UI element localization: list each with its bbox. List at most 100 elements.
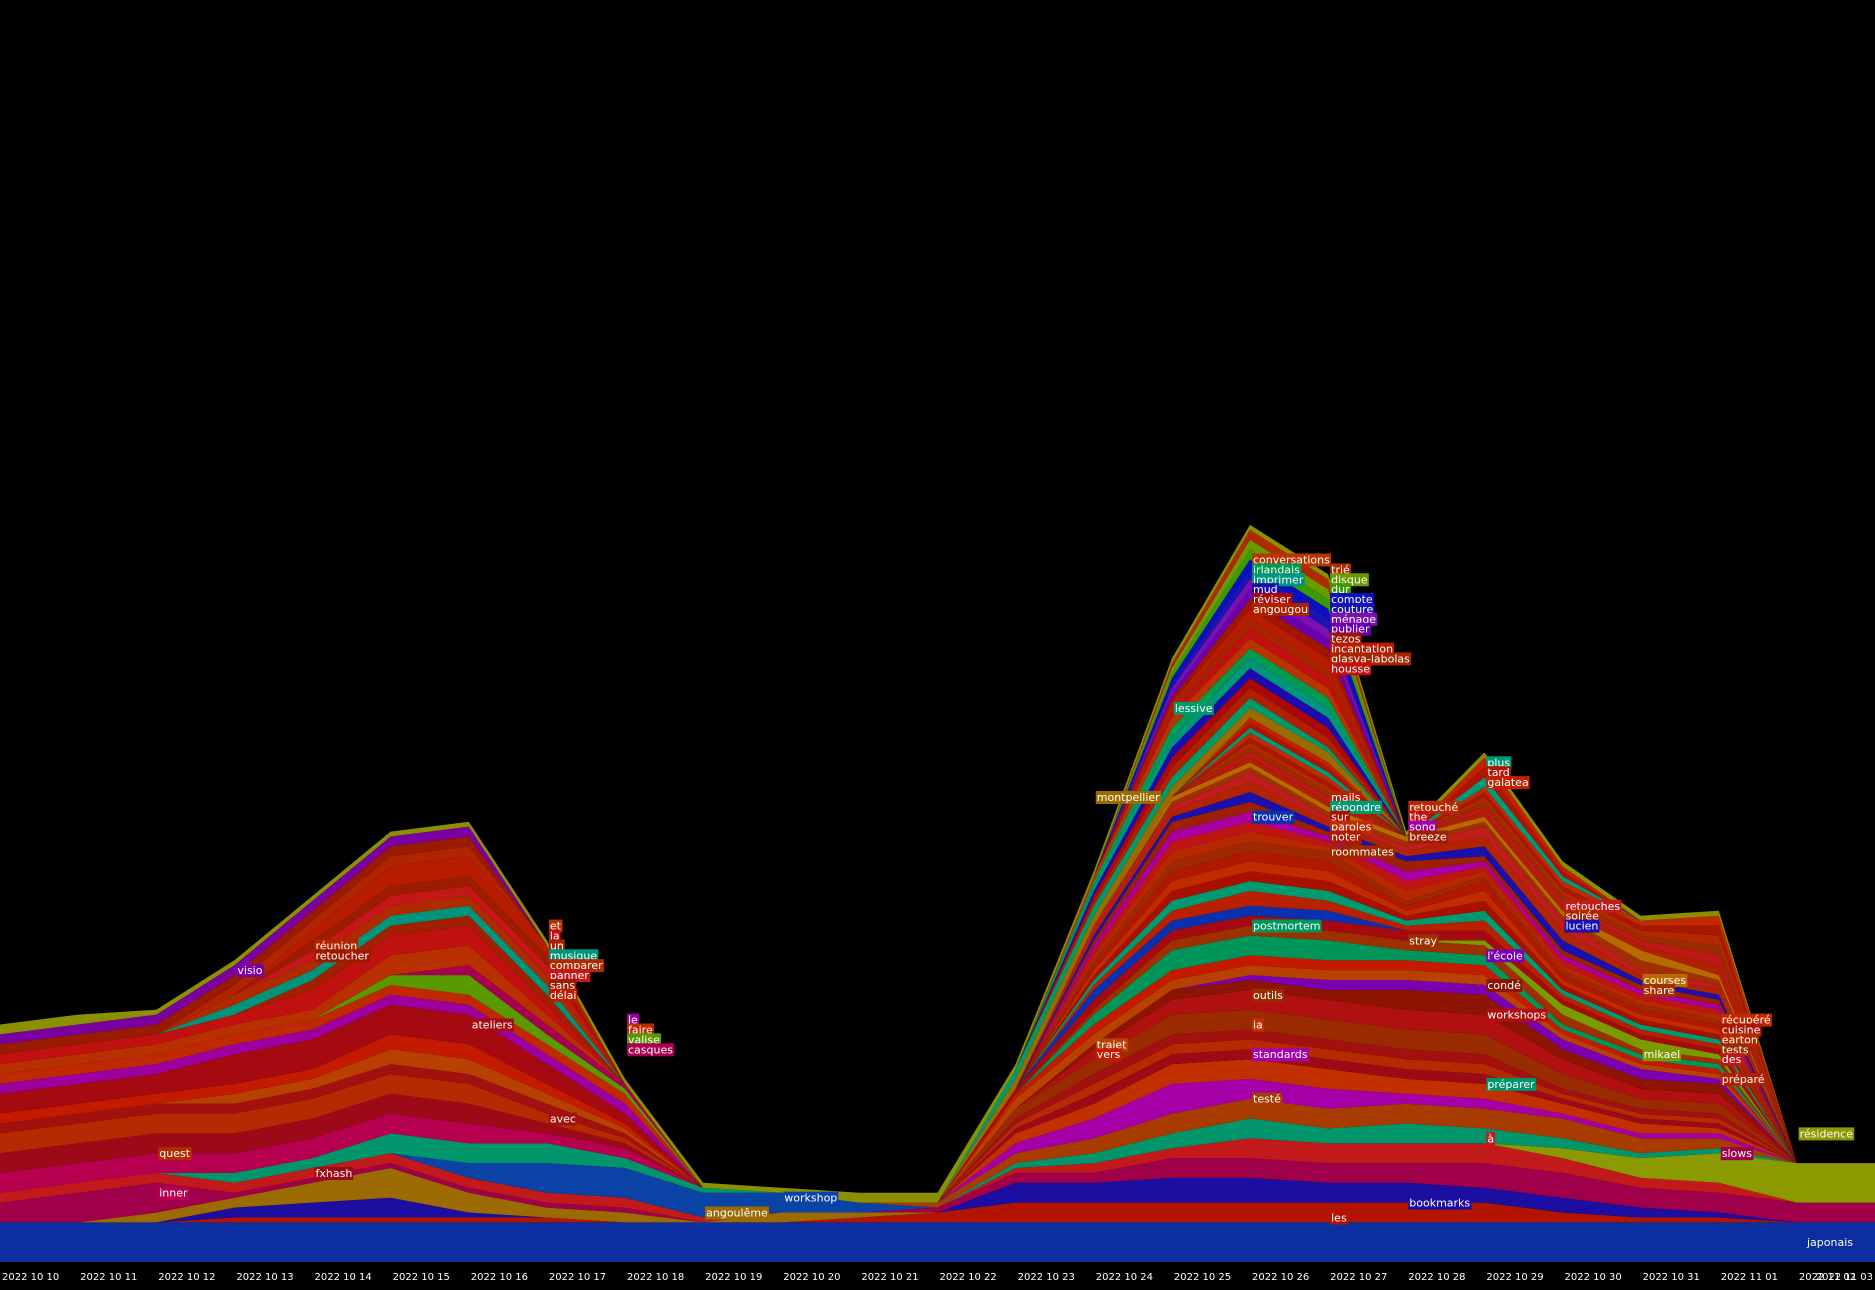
series-label-background xyxy=(314,939,359,953)
series-label: réviser xyxy=(1253,593,1291,606)
series-label: répondre xyxy=(1331,801,1381,814)
series-label-background xyxy=(158,1147,192,1161)
series-label: le xyxy=(628,1014,638,1027)
series-label: faire xyxy=(628,1023,653,1036)
series-label-background xyxy=(1330,652,1412,666)
series-label: casques xyxy=(628,1043,673,1056)
series-label: et xyxy=(550,920,562,933)
series-label-background xyxy=(1252,602,1310,616)
area-angoulême xyxy=(0,1168,1875,1223)
series-label-background xyxy=(1486,1077,1537,1091)
area-slows xyxy=(0,1158,1875,1223)
series-label: japonais xyxy=(1806,1236,1853,1249)
series-label-background xyxy=(548,919,563,933)
series-label-background xyxy=(548,959,605,973)
series-label: quest xyxy=(159,1147,190,1160)
x-tick-label: 2022 10 28 xyxy=(1408,1272,1465,1283)
series-label: imprimer xyxy=(1253,573,1304,586)
series-label-background xyxy=(1330,1211,1348,1225)
series-label: roommates xyxy=(1331,845,1394,858)
series-label-background xyxy=(1804,1236,1855,1250)
series-label-background xyxy=(1095,790,1162,804)
series-label: trouver xyxy=(1253,811,1294,824)
series-label: panner xyxy=(550,969,589,982)
series-label-background xyxy=(1173,701,1214,715)
x-tick-label: 2022 10 20 xyxy=(783,1272,840,1283)
series-label: trajet xyxy=(1097,1038,1127,1051)
series-label-background xyxy=(470,1018,514,1032)
area-répondre xyxy=(0,826,1875,1203)
series-label: publier xyxy=(1331,623,1370,636)
series-label: dur xyxy=(1331,583,1350,596)
series-label: lucien xyxy=(1566,920,1599,933)
series-label: ateliers xyxy=(472,1019,513,1032)
series-label-background xyxy=(1330,602,1375,616)
series-label: à xyxy=(1487,1132,1494,1145)
x-axis-ticks: 2022 10 10 2022 10 11 2022 10 12 2022 10 13… xyxy=(2,1272,1873,1283)
series-label: résidence xyxy=(1800,1127,1854,1140)
series-label-background xyxy=(548,1112,577,1126)
series-label: incantation xyxy=(1331,643,1393,656)
series-label-background xyxy=(1408,810,1429,824)
series-label: sur xyxy=(1331,811,1349,824)
series-label: disque xyxy=(1331,573,1368,586)
x-tick-label: 2022 10 30 xyxy=(1565,1272,1622,1283)
series-label-background xyxy=(1798,1127,1855,1141)
series-label-background xyxy=(1564,909,1601,923)
series-label: cuisine xyxy=(1722,1023,1761,1036)
series-label: share xyxy=(1644,984,1675,997)
series-label-background xyxy=(1252,563,1302,577)
series-label: lessive xyxy=(1175,702,1213,715)
series-label-background xyxy=(1486,766,1511,780)
series-label-background xyxy=(1720,1072,1766,1086)
series-labels: japonais résidence slows bookmarks les à prépa… xyxy=(158,553,1855,1250)
series-label-background xyxy=(1408,800,1460,814)
series-label: mails xyxy=(1331,791,1361,804)
x-tick-label: 2022 10 12 xyxy=(158,1272,215,1283)
series-label-background xyxy=(1330,830,1362,844)
series-label-background xyxy=(1642,974,1688,987)
series-label-background xyxy=(1330,622,1371,636)
series-label: ia xyxy=(1253,1019,1263,1032)
series-label: noter xyxy=(1331,831,1361,844)
series-label: irlandais xyxy=(1253,563,1300,576)
series-areas xyxy=(0,524,1875,1262)
series-label-background xyxy=(1330,820,1373,834)
series-label: montpellier xyxy=(1097,791,1160,804)
series-label: l'école xyxy=(1487,949,1523,962)
series-label-background xyxy=(1564,919,1600,933)
x-tick-label: 2022 11 03 xyxy=(1816,1272,1873,1283)
series-label-background xyxy=(1330,573,1369,587)
series-label-background xyxy=(158,1186,190,1200)
series-label: slows xyxy=(1722,1147,1753,1160)
x-tick-label: 2022 10 24 xyxy=(1096,1272,1153,1283)
x-tick-label: 2022 10 25 xyxy=(1174,1272,1231,1283)
x-tick-label: 2022 10 22 xyxy=(940,1272,997,1283)
series-label-background xyxy=(1252,573,1305,587)
series-label: mud xyxy=(1253,583,1278,596)
series-label-background xyxy=(1330,790,1362,804)
series-label-background xyxy=(1330,642,1395,656)
area-inner xyxy=(0,1113,1875,1208)
series-label-background xyxy=(548,969,591,983)
series-label: les xyxy=(1331,1211,1347,1224)
series-label: mikael xyxy=(1644,1048,1681,1061)
series-label-background xyxy=(1720,1013,1772,1027)
x-tick-label: 2022 11 01 xyxy=(1721,1272,1778,1283)
x-tick-label: 2022 10 27 xyxy=(1330,1272,1387,1283)
series-label: la xyxy=(550,929,560,942)
series-label-background xyxy=(1330,583,1352,597)
x-tick-label: 2022 10 19 xyxy=(705,1272,762,1283)
series-label: fxhash xyxy=(316,1167,353,1180)
x-tick-label: 2022 10 10 xyxy=(2,1272,59,1283)
series-label-background xyxy=(627,1013,640,1027)
series-label-background xyxy=(548,939,565,953)
series-label: postmortem xyxy=(1253,920,1321,933)
series-label-background xyxy=(1252,553,1332,567)
series-label: condé xyxy=(1487,979,1521,992)
series-label: visio xyxy=(237,964,262,977)
series-label-background xyxy=(548,929,561,943)
series-label: earton xyxy=(1722,1033,1758,1046)
x-tick-label: 2022 10 21 xyxy=(861,1272,918,1283)
